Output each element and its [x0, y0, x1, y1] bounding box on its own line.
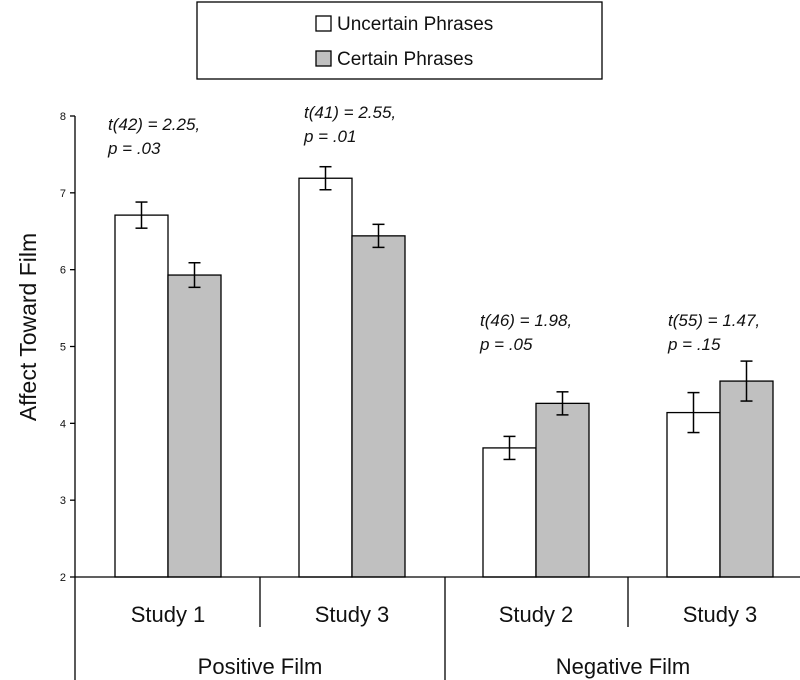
y-tick-label-7: 7 — [60, 188, 66, 200]
bar-uncertain-4 — [666, 411, 721, 578]
legend-swatch-certain — [315, 50, 332, 67]
annotations: t(42) = 2.25, p = .03 t(41) = 2.55, p = .01… — [107, 103, 760, 354]
annotation-1-t: t(42) = 2.25, — [108, 115, 200, 134]
group-label-negative: Negative Film — [556, 654, 690, 679]
bar-certain-4 — [719, 380, 774, 578]
y-tick-label-4: 4 — [60, 418, 66, 430]
bar-certain-2 — [351, 235, 406, 578]
bar-certain-1 — [167, 274, 222, 578]
y-tick-label-8: 8 — [60, 111, 66, 123]
category-label-1: Study 1 — [131, 602, 206, 627]
annotation-3-p: p = .05 — [479, 335, 533, 354]
y-tick-label-6: 6 — [60, 265, 66, 277]
error-bar-uncertain-1 — [135, 201, 148, 229]
group-label-positive: Positive Film — [198, 654, 323, 679]
annotation-3-t: t(46) = 1.98, — [480, 311, 572, 330]
legend-swatch-uncertain — [315, 15, 332, 32]
annotation-4-p: p = .15 — [667, 335, 721, 354]
y-tick-label-5: 5 — [60, 342, 66, 354]
annotation-2-p: p = .01 — [303, 127, 356, 146]
error-bar-certain-4 — [740, 360, 753, 402]
y-axis-label: Affect Toward Film — [15, 233, 41, 421]
category-label-2: Study 3 — [315, 602, 390, 627]
legend: Uncertain Phrases Certain Phrases — [196, 1, 603, 80]
bar-uncertain-2 — [298, 177, 353, 578]
annotation-2-t: t(41) = 2.55, — [304, 103, 396, 122]
legend-box — [196, 1, 603, 80]
error-bar-uncertain-3 — [503, 435, 516, 461]
legend-label-uncertain: Uncertain Phrases — [337, 14, 493, 35]
y-tick-label-3: 3 — [60, 495, 66, 507]
bars — [114, 177, 774, 578]
error-bars — [135, 165, 753, 461]
y-ticks: 2 3 4 5 6 7 8 — [60, 111, 75, 584]
bar-certain-3 — [535, 402, 590, 578]
error-bar-certain-2 — [372, 223, 385, 249]
annotation-1-p: p = .03 — [107, 139, 161, 158]
bar-uncertain-1 — [114, 214, 169, 578]
annotation-4-t: t(55) = 1.47, — [668, 311, 760, 330]
category-label-3: Study 2 — [499, 602, 574, 627]
error-bar-certain-3 — [556, 391, 569, 416]
bar-uncertain-3 — [482, 447, 537, 578]
error-bar-uncertain-4 — [687, 391, 700, 434]
error-bar-uncertain-2 — [319, 165, 332, 191]
category-label-4: Study 3 — [683, 602, 758, 627]
error-bar-certain-1 — [188, 262, 201, 289]
legend-label-certain: Certain Phrases — [337, 49, 473, 70]
y-tick-label-2: 2 — [60, 572, 66, 584]
